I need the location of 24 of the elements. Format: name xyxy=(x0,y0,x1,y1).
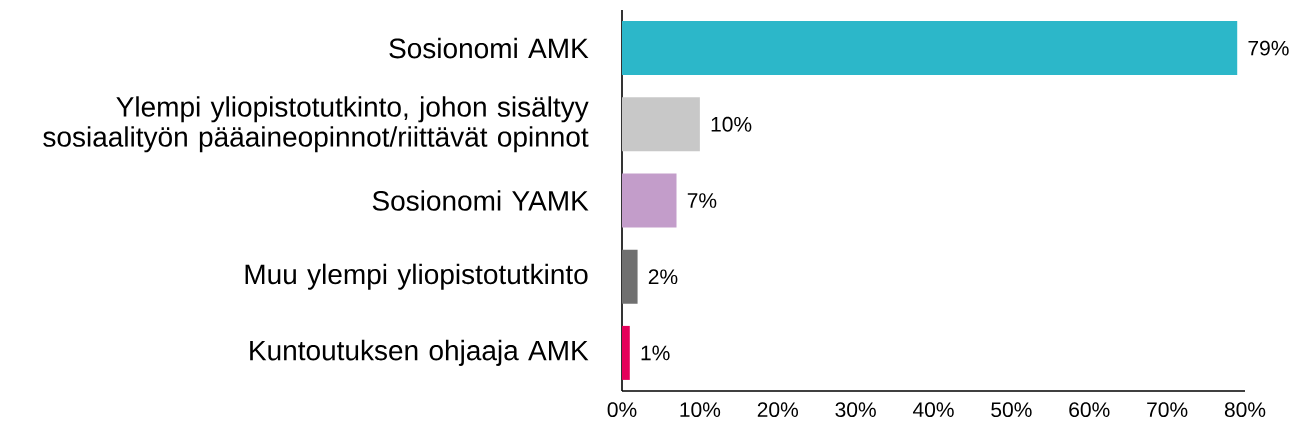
data-label: 10% xyxy=(711,116,752,132)
x-tick-label: 20% xyxy=(757,402,799,418)
y-tick-label: Muu ylempi yliopistotutkinto xyxy=(245,263,588,290)
x-tick-label: 0% xyxy=(607,402,637,418)
data-label: 1% xyxy=(641,345,670,361)
x-tick-label: 40% xyxy=(912,402,954,418)
data-label: 79% xyxy=(1248,40,1289,56)
x-tick-label: 50% xyxy=(991,402,1032,418)
bar xyxy=(622,21,1238,76)
bar xyxy=(622,325,630,380)
data-label: 7% xyxy=(687,193,717,208)
bar xyxy=(622,249,638,304)
y-tick-label: Sosionomi AMK xyxy=(389,37,589,59)
y-tick-label: Sosionomi YAMK xyxy=(372,190,589,211)
x-tick-label: 10% xyxy=(680,402,721,418)
bar xyxy=(622,97,700,152)
x-tick-label: 80% xyxy=(1224,402,1266,418)
x-tick-label: 60% xyxy=(1069,402,1110,418)
data-label: 2% xyxy=(648,269,678,285)
y-tick-label: Kuntoutuksen ohjaaja AMK xyxy=(250,339,589,366)
y-tick-label: Ylempi yliopistotutkinto, johon sisältyy sosiaalityön pääaineopinnot/riittävät opinnot xyxy=(43,96,589,153)
x-tick-label: 30% xyxy=(835,402,876,418)
bar xyxy=(622,173,677,228)
x-tick-label: 70% xyxy=(1147,402,1188,418)
